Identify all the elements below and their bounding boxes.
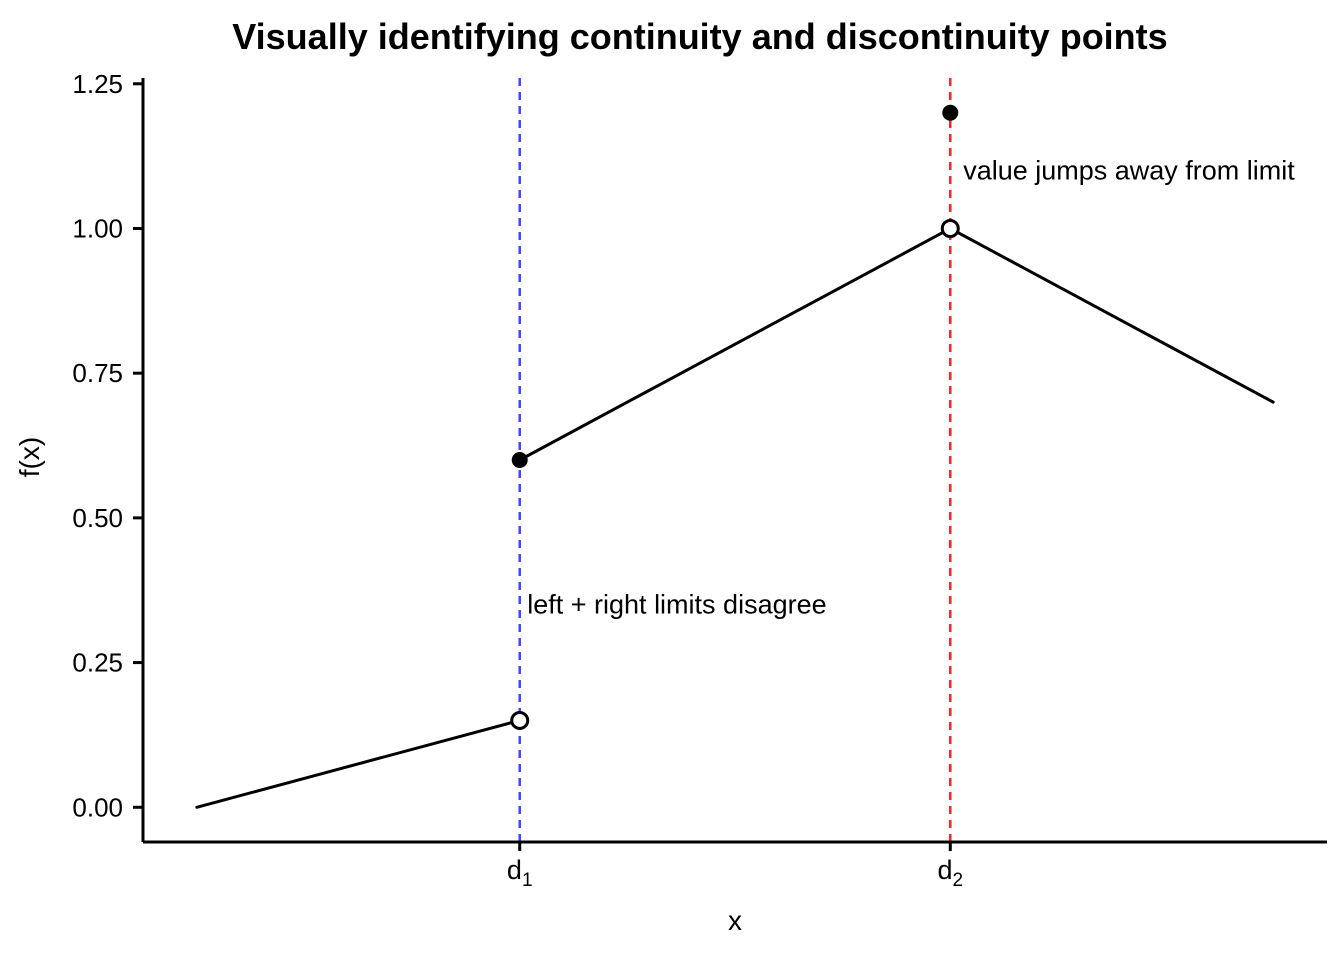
y-tick-label: 1.25 xyxy=(72,69,123,99)
axes-layer: 0.00 0.25 0.50 0.75 1.00 1.25 d1 d2 xyxy=(72,69,1327,891)
y-tick-label: 1.00 xyxy=(72,213,123,243)
closed-point xyxy=(511,452,528,468)
function-segment-3 xyxy=(948,226,1275,404)
x-tick-label: d1 xyxy=(507,855,533,891)
y-tick-label: 0.00 xyxy=(72,792,123,822)
chart-title: Visually identifying continuity and disc… xyxy=(232,16,1167,57)
y-tick-label: 0.50 xyxy=(72,503,123,533)
x-tick-label: d2 xyxy=(937,855,963,891)
markers-layer xyxy=(510,104,960,730)
y-tick-label: 0.25 xyxy=(72,648,123,678)
open-point xyxy=(940,218,960,238)
function-segment-1 xyxy=(195,718,522,809)
function-segment-2 xyxy=(518,226,952,462)
annotation-value-jumps: value jumps away from limit xyxy=(963,156,1295,186)
annotation-limits-disagree: left + right limits disagree xyxy=(527,590,826,620)
y-tick-label: 0.75 xyxy=(72,358,123,388)
x-axis-title: x xyxy=(728,905,742,936)
vlines-layer xyxy=(518,78,952,842)
series-layer xyxy=(195,226,1275,809)
y-axis-title: f(x) xyxy=(14,437,45,477)
open-point xyxy=(510,710,530,730)
closed-point xyxy=(942,104,959,121)
